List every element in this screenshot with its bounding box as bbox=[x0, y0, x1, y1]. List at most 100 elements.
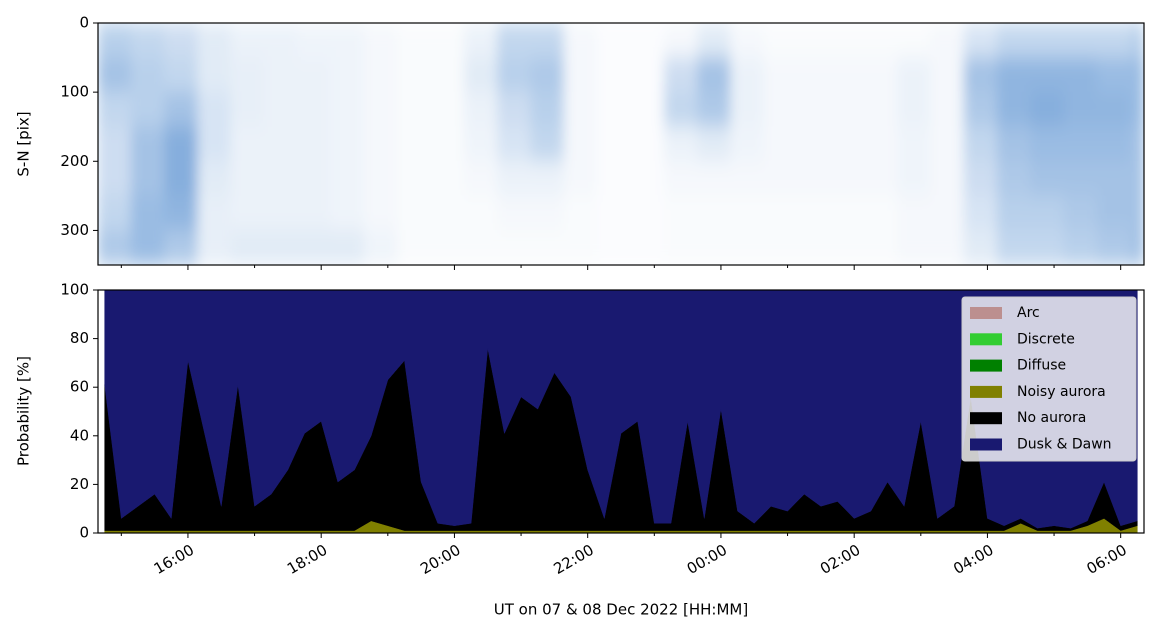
y-axis-label: S-N [pix] bbox=[15, 111, 33, 176]
keogram-cell bbox=[630, 195, 665, 231]
keogram-cell bbox=[264, 126, 299, 162]
keogram-cell bbox=[930, 23, 965, 59]
keogram-cell bbox=[297, 57, 332, 93]
keogram-cell bbox=[363, 91, 399, 128]
keogram-cell bbox=[996, 126, 1032, 162]
keogram-cell bbox=[197, 23, 232, 59]
keogram-cell bbox=[463, 195, 499, 231]
keogram-cell bbox=[430, 57, 465, 93]
keogram-cell bbox=[1096, 23, 1132, 59]
keogram-cell bbox=[763, 126, 799, 162]
keogram-cell bbox=[1096, 195, 1132, 231]
keogram-cell bbox=[630, 57, 665, 93]
keogram-cell bbox=[363, 57, 399, 93]
keogram-cell bbox=[1130, 126, 1144, 162]
keogram-cell bbox=[164, 23, 199, 59]
keogram-cell bbox=[330, 229, 365, 265]
keogram-cell bbox=[264, 57, 299, 93]
keogram-cell bbox=[763, 57, 799, 93]
keogram-cell bbox=[996, 23, 1032, 59]
keogram-cell bbox=[730, 229, 765, 265]
keogram-cell bbox=[996, 57, 1032, 93]
keogram-cell bbox=[730, 57, 765, 93]
keogram-cell bbox=[597, 23, 632, 59]
keogram-cell bbox=[730, 160, 765, 197]
keogram-cell bbox=[230, 57, 266, 93]
legend-label: No aurora bbox=[1017, 410, 1086, 426]
keogram-cell bbox=[996, 229, 1032, 265]
x-tick-label: 18:00 bbox=[284, 541, 330, 578]
keogram-cell bbox=[663, 229, 699, 265]
keogram-cell bbox=[397, 229, 432, 265]
keogram-cell bbox=[563, 160, 599, 197]
legend-label: Discrete bbox=[1017, 331, 1075, 347]
keogram-cell bbox=[730, 195, 765, 231]
keogram-cell bbox=[463, 229, 499, 265]
keogram-cell bbox=[1063, 160, 1098, 197]
keogram-cell bbox=[797, 229, 832, 265]
keogram-cell bbox=[663, 126, 699, 162]
legend-label: Noisy aurora bbox=[1017, 384, 1106, 400]
keogram-cell bbox=[563, 23, 599, 59]
keogram-cell bbox=[430, 229, 465, 265]
area bbox=[104, 290, 1138, 529]
keogram-cell bbox=[197, 229, 232, 265]
keogram-cell bbox=[130, 126, 166, 162]
keogram-cell bbox=[330, 57, 365, 93]
legend-label: Dusk & Dawn bbox=[1017, 437, 1112, 453]
keogram-cell bbox=[963, 57, 998, 93]
keogram-cell bbox=[797, 126, 832, 162]
y-tick-label: 300 bbox=[60, 221, 89, 239]
y-tick-label: 60 bbox=[70, 378, 89, 396]
keogram-cell bbox=[863, 160, 898, 197]
keogram-cell bbox=[98, 195, 132, 231]
x-tick-label: 20:00 bbox=[417, 541, 463, 578]
keogram-cell bbox=[230, 195, 266, 231]
legend-swatch bbox=[970, 412, 1002, 425]
y-tick-label: 0 bbox=[79, 14, 89, 32]
y-tick-label: 40 bbox=[70, 426, 89, 444]
keogram-cell bbox=[563, 229, 599, 265]
x-tick-label: 22:00 bbox=[550, 541, 596, 578]
keogram-cell bbox=[1030, 91, 1065, 128]
keogram-cell bbox=[463, 91, 499, 128]
keogram-cell bbox=[630, 229, 665, 265]
keogram-cell bbox=[397, 91, 432, 128]
keogram-cell bbox=[1130, 195, 1144, 231]
keogram-cell bbox=[497, 23, 532, 59]
keogram-cell bbox=[930, 57, 965, 93]
keogram-cell bbox=[730, 91, 765, 128]
keogram-cell bbox=[130, 91, 166, 128]
keogram-cell bbox=[530, 91, 565, 128]
keogram-cell bbox=[98, 57, 132, 93]
keogram-cell bbox=[1063, 126, 1098, 162]
x-tick-label: 06:00 bbox=[1083, 541, 1129, 578]
keogram-cell bbox=[597, 195, 632, 231]
keogram-cell bbox=[463, 23, 499, 59]
keogram-cell bbox=[363, 195, 399, 231]
areas bbox=[104, 290, 1138, 533]
keogram-cell bbox=[397, 195, 432, 231]
keogram-cell bbox=[1130, 160, 1144, 197]
keogram bbox=[98, 23, 1144, 265]
keogram-cell bbox=[896, 23, 932, 59]
keogram-cell bbox=[863, 91, 898, 128]
keogram-cell bbox=[597, 126, 632, 162]
keogram-cell bbox=[230, 23, 266, 59]
keogram-cell bbox=[963, 23, 998, 59]
keogram-cell bbox=[1030, 195, 1065, 231]
keogram-cell bbox=[896, 126, 932, 162]
keogram-cell bbox=[330, 91, 365, 128]
keogram-cell bbox=[130, 23, 166, 59]
legend-swatch bbox=[970, 438, 1002, 451]
legend-swatch bbox=[970, 333, 1002, 346]
keogram-cell bbox=[230, 126, 266, 162]
y-tick-label: 20 bbox=[70, 475, 89, 493]
keogram-cell bbox=[363, 229, 399, 265]
keogram-cell bbox=[597, 229, 632, 265]
keogram-cell bbox=[1030, 23, 1065, 59]
keogram-cell bbox=[630, 91, 665, 128]
keogram-cell bbox=[663, 23, 699, 59]
keogram-cell bbox=[197, 91, 232, 128]
keogram-cell bbox=[1063, 91, 1098, 128]
